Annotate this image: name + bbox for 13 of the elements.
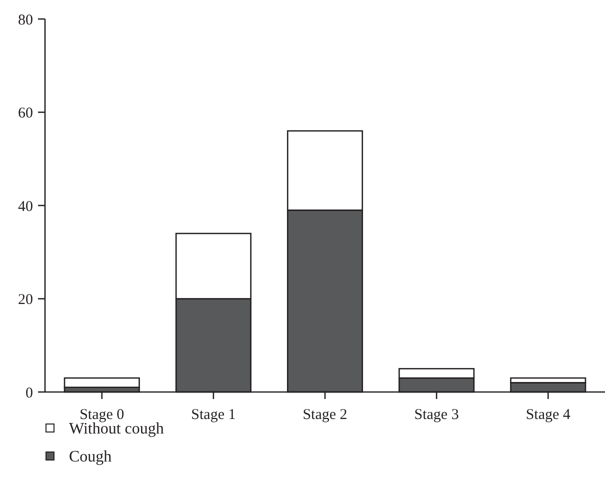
y-tick-label: 60 [18,106,33,122]
legend-label: Without cough [69,420,164,438]
x-tick-label: Stage 2 [302,407,348,423]
y-tick-label: 40 [18,198,33,215]
x-tick-label: Stage 0 [80,407,124,423]
y-tick-label: 80 [18,12,33,28]
y-tick-label: 0 [26,385,33,402]
bar [64,377,140,388]
x-tick-label: Stage 4 [526,407,571,423]
x-tick-label: Stage 3 [414,407,459,423]
x-tick-label: Stage 1 [191,407,236,423]
y-tick-label: 20 [18,292,33,308]
legend-label: Cough [69,448,112,466]
